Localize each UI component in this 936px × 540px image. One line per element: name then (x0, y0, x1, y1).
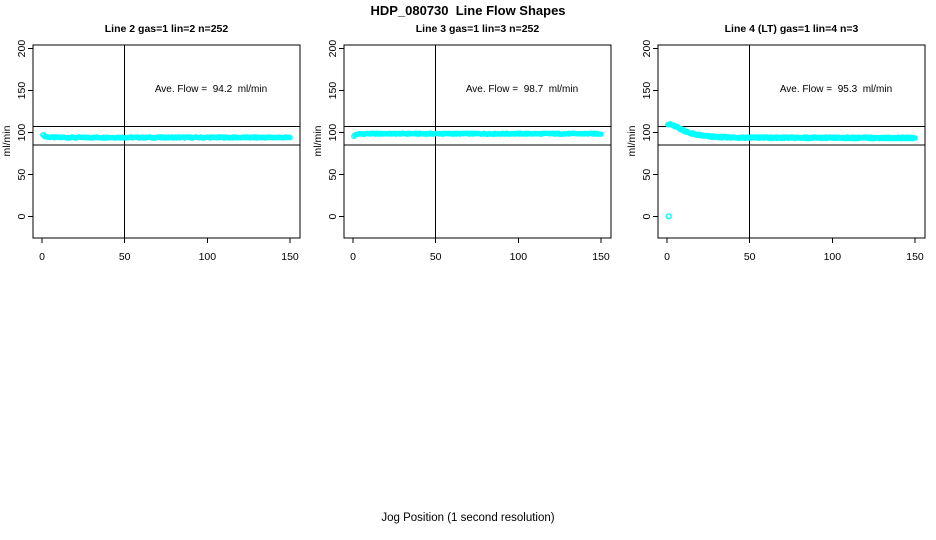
panel-1: 0 50 100 150 0 50 100 150 200 ml/min (1, 40, 301, 263)
panel-3-ave-flow-annotation: Ave. Flow = 95.3 ml/min (779, 84, 893, 95)
y-tick-label: 150 (641, 82, 653, 100)
x-tick-label: 50 (119, 251, 131, 263)
x-tick-label: 50 (744, 251, 756, 263)
panel-2-title: Line 3 gas=1 lin=3 n=252 (415, 23, 540, 35)
y-tick-label: 200 (641, 40, 653, 58)
figure-title: HDP_080730 Line Flow Shapes (370, 3, 566, 18)
panel-3-title: Line 4 (LT) gas=1 lin=4 n=3 (724, 23, 859, 35)
panel-2-ave-flow-annotation: Ave. Flow = 98.7 ml/min (465, 84, 579, 95)
x-tick-label: 0 (350, 251, 356, 263)
x-tick-label: 150 (281, 251, 299, 263)
panel-2: 0 50 100 150 0 50 100 150 200 ml/min (312, 40, 612, 263)
y-tick-label: 50 (327, 169, 339, 181)
data-point (598, 131, 604, 137)
x-tick-label: 0 (664, 251, 670, 263)
y-axis-label: ml/min (312, 125, 324, 156)
x-tick-label: 100 (199, 251, 217, 263)
panel-3: 0 50 100 150 0 50 100 150 200 ml/min (626, 40, 926, 263)
x-tick-label: 150 (906, 251, 924, 263)
x-tick-label: 100 (510, 251, 528, 263)
y-axis-label: ml/min (1, 125, 13, 156)
panel-1-title: Line 2 gas=1 lin=2 n=252 (104, 23, 229, 35)
y-tick-label: 200 (327, 40, 339, 58)
y-tick-label: 0 (16, 214, 28, 220)
data-points (351, 130, 604, 139)
y-tick-label: 150 (16, 82, 28, 100)
y-tick-label: 150 (327, 82, 339, 100)
y-axis-label: ml/min (626, 125, 638, 156)
data-points (40, 131, 293, 141)
data-points (665, 120, 918, 142)
y-tick-label: 50 (641, 169, 653, 181)
outlier-point (665, 213, 672, 220)
plot-box (32, 44, 301, 239)
y-tick-label: 50 (16, 169, 28, 181)
plot-box (343, 44, 612, 239)
y-tick-label: 0 (641, 214, 653, 220)
y-tick-label: 100 (641, 124, 653, 142)
panel-1-ave-flow-annotation: Ave. Flow = 94.2 ml/min (154, 84, 268, 95)
y-tick-label: 0 (327, 214, 339, 220)
plot-box (657, 44, 926, 239)
y-tick-label: 100 (16, 124, 28, 142)
x-tick-label: 150 (592, 251, 610, 263)
x-tick-label: 50 (430, 251, 442, 263)
data-point (287, 134, 293, 141)
data-point (912, 135, 918, 141)
y-tick-label: 200 (16, 40, 28, 58)
x-axis-label: Jog Position (1 second resolution) (381, 512, 555, 524)
x-tick-label: 0 (39, 251, 45, 263)
y-tick-label: 100 (327, 124, 339, 142)
x-tick-label: 100 (824, 251, 842, 263)
